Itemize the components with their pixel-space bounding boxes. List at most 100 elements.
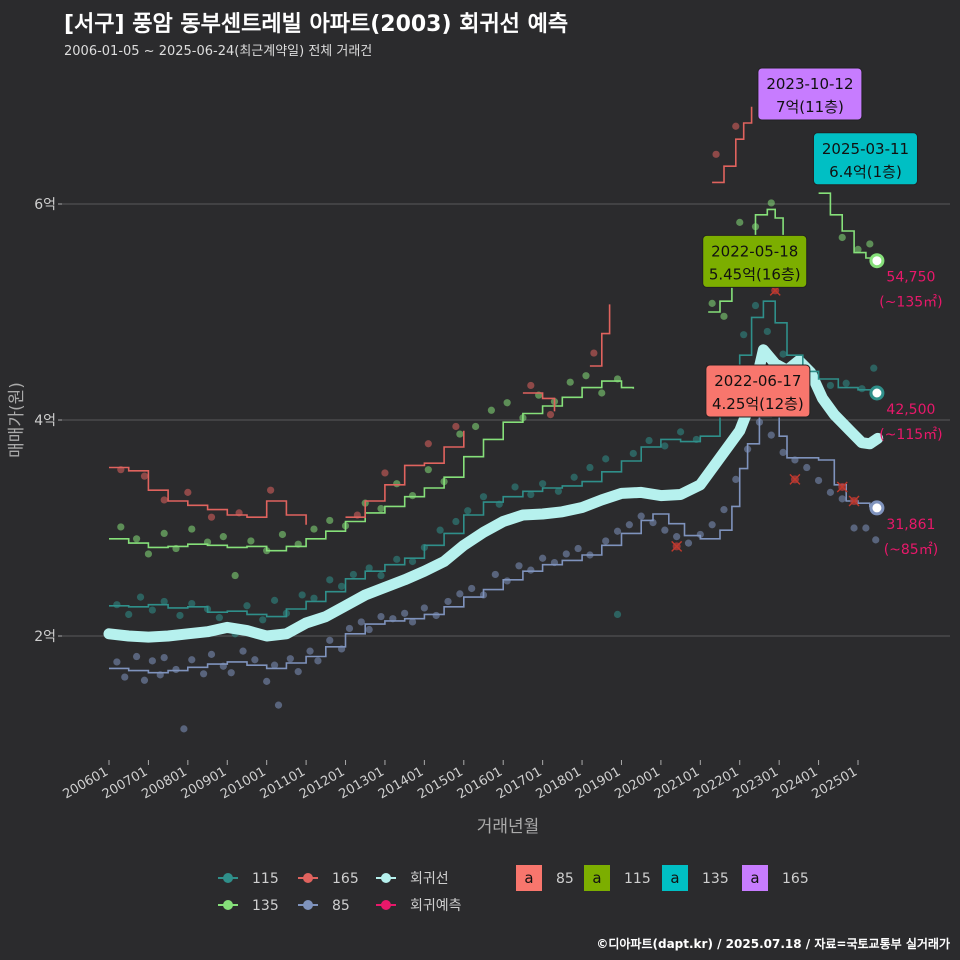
scatter-point-85 <box>227 669 235 677</box>
scatter-point-135 <box>736 218 744 226</box>
scatter-point-135 <box>472 422 480 431</box>
scatter-point-85 <box>401 609 409 617</box>
scatter-point-115 <box>479 493 488 501</box>
legend-marker <box>381 873 391 883</box>
scatter-point-135 <box>456 430 464 438</box>
scatter-point-165 <box>732 122 740 130</box>
scatter-point-115 <box>779 350 787 358</box>
scatter-point-135 <box>132 535 141 543</box>
annotation-box <box>812 132 918 186</box>
annotation-date: 2023-10-12 <box>766 75 853 93</box>
forecast-value-label: 42,500 <box>886 402 935 418</box>
scatter-point-85 <box>862 524 870 532</box>
series-lines <box>109 95 878 674</box>
scatter-point-115 <box>215 614 223 622</box>
scatter-point-85 <box>527 566 535 574</box>
scatter-point-115 <box>365 564 373 572</box>
forecast-value-label: 54,750 <box>886 270 935 286</box>
legend-swatch-glyph: a <box>750 869 759 887</box>
scatter-point-135 <box>144 550 153 558</box>
scatter-point-85 <box>684 539 693 547</box>
scatter-point-85 <box>121 673 129 681</box>
y-axis: 2억 4억 6억 <box>34 197 62 645</box>
forecast-value-label: 31,861 <box>886 517 935 533</box>
scatter-point-165 <box>207 513 216 521</box>
scatter-point-115 <box>629 449 637 458</box>
scatter-point-115 <box>452 517 460 526</box>
legend-swatch <box>516 865 542 891</box>
legend-swatch <box>584 865 610 891</box>
legend: 115 165 회귀선 135 85 회귀예측 a 85 a 115 a 135 a 165 <box>218 865 809 914</box>
regression-line <box>103 344 884 643</box>
forecast-marker-135 <box>869 253 885 269</box>
scatter-point-85 <box>180 725 188 733</box>
scatter-point-85 <box>172 665 180 674</box>
annotation-price: 6.4억(1층) <box>829 163 902 181</box>
scatter-point-85 <box>207 650 216 658</box>
scatter-point-85 <box>140 676 149 684</box>
scatter-point-135 <box>247 537 255 545</box>
legend-swatch-glyph: a <box>524 869 533 887</box>
scatter-point-165 <box>452 422 460 431</box>
y-axis-title: 매매가(원) <box>7 382 27 458</box>
cross-mark <box>836 481 848 493</box>
series-line-165a <box>109 466 307 525</box>
source-credit: ©디아파트(dapt.kr) / 2025.07.18 / 자료=국토교통부 실… <box>596 937 950 951</box>
legend-marker <box>303 873 313 883</box>
legend-label: 135 <box>252 898 279 914</box>
scatter-point-165 <box>527 381 535 390</box>
scatter-point-85 <box>708 521 716 529</box>
scatter-point-85 <box>637 512 645 520</box>
legend-label: 135 <box>702 871 729 887</box>
series-line-135 <box>109 380 635 552</box>
scatter-point-85 <box>294 668 302 676</box>
legend-label: 115 <box>252 871 279 887</box>
scatter-point-85 <box>377 612 385 621</box>
scatter-point-115 <box>554 487 563 495</box>
series-line-135c <box>818 192 878 261</box>
scatter-point-85 <box>826 488 835 496</box>
scatter-point-85 <box>468 584 476 593</box>
scatter-point-135 <box>188 525 196 533</box>
scatter-point-85 <box>345 624 354 633</box>
legend-label: 회귀선 <box>410 871 449 887</box>
scatter-point-115 <box>645 436 653 445</box>
scatter-point-135 <box>408 492 417 500</box>
scatter-point-165 <box>381 469 389 477</box>
scatter-point-115 <box>160 597 168 606</box>
scatter-point-165 <box>160 496 168 504</box>
scatter-point-85 <box>132 652 141 661</box>
scatter-point-135 <box>582 372 590 380</box>
scatter-point-85 <box>188 656 196 664</box>
scatter-point-115 <box>337 582 346 590</box>
scatter-point-115 <box>527 490 535 499</box>
scatter-point-85 <box>357 618 365 626</box>
forecast-area-label: (~85㎡) <box>884 542 938 558</box>
scatter-point-135 <box>424 466 432 474</box>
legend-swatch <box>742 865 768 891</box>
scatter-point-85 <box>420 604 428 612</box>
scatter-point-85 <box>263 677 271 685</box>
scatter-point-135 <box>231 571 239 580</box>
annotation-date: 2022-05-18 <box>711 242 798 260</box>
scatter-point-115 <box>148 606 156 614</box>
scatter-point-85 <box>365 625 373 634</box>
scatter-point-85 <box>838 495 846 503</box>
y-tick-label: 4억 <box>34 413 56 429</box>
scatter-point-85 <box>850 524 858 532</box>
scatter-point-115 <box>677 428 685 436</box>
cross-mark <box>789 473 801 485</box>
scatter-point-85 <box>515 562 523 570</box>
scatter-point-115 <box>613 610 622 619</box>
series-line-165c <box>522 392 556 412</box>
scatter-point-135 <box>503 399 511 407</box>
scatter-point-165 <box>140 472 149 480</box>
annotation-date: 2022-06-17 <box>714 372 801 390</box>
scatter-point-85 <box>270 661 279 669</box>
forecast-marker-115 <box>869 385 885 401</box>
scatter-point-85 <box>673 533 681 541</box>
scatter-point-135 <box>598 389 606 397</box>
scatter-point-135 <box>767 199 775 207</box>
x-axis-title: 거래년월 <box>477 817 540 837</box>
legend-label: 115 <box>624 871 651 887</box>
